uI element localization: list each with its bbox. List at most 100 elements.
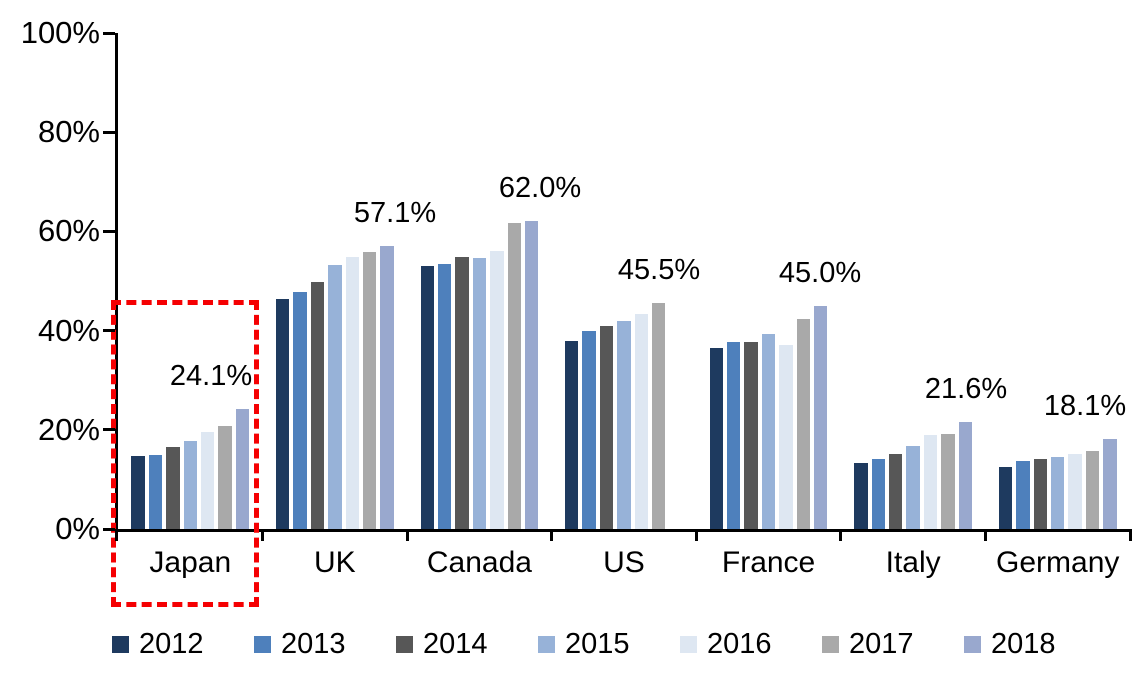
bar-france-2012	[709, 347, 724, 529]
bar-uk-2016	[345, 256, 359, 529]
x-axis-line	[115, 529, 1130, 532]
legend-swatch-2018	[964, 636, 981, 653]
legend-label-2012: 2012	[139, 628, 204, 660]
bar-france-2014	[744, 342, 758, 529]
x-tick-0	[115, 529, 118, 541]
category-label-japan: Japan	[149, 546, 232, 579]
bar-uk-2012	[275, 299, 290, 529]
bar-japan-2015	[183, 440, 197, 529]
y-tick-label-80: 80%	[37, 114, 100, 150]
x-tick-3	[550, 529, 554, 541]
bar-japan-2012	[131, 455, 145, 529]
bar-group-japan	[118, 33, 263, 529]
bar-france-2015	[761, 334, 776, 529]
legend-label-2014: 2014	[423, 628, 488, 660]
bar-france-2013	[727, 341, 741, 529]
bar-uk-2015	[328, 264, 342, 529]
bar-canada-2013	[437, 264, 452, 529]
legend-label-2018: 2018	[991, 628, 1056, 660]
bar-italy-2014	[889, 453, 903, 529]
x-tick-4	[694, 529, 698, 541]
bar-germany-2012	[998, 467, 1013, 529]
bar-germany-2016	[1068, 453, 1082, 529]
bar-us-2014	[599, 326, 614, 529]
bar-france-2016	[779, 344, 793, 529]
bar-canada-2016	[490, 251, 504, 529]
bar-canada-2018	[524, 221, 539, 529]
category-label-germany: Germany	[996, 546, 1120, 579]
y-tick-60	[103, 229, 115, 233]
bar-france-2017	[796, 319, 811, 529]
legend-entry-2016: 2016	[680, 628, 822, 661]
category-label-canada: Canada	[426, 546, 532, 579]
legend-swatch-2017	[822, 636, 839, 653]
category-label-us: US	[603, 546, 645, 579]
x-tick-7	[1128, 529, 1132, 541]
bar-canada-2012	[420, 266, 434, 529]
legend-entry-2014: 2014	[396, 628, 538, 661]
bar-germany-2018	[1103, 439, 1117, 529]
bar-canada-2015	[472, 258, 487, 529]
y-tick-0	[103, 527, 115, 531]
bar-group-uk	[263, 33, 408, 529]
x-tick-2	[405, 529, 409, 541]
bar-canada-2014	[455, 256, 469, 529]
legend-entry-2015: 2015	[538, 628, 680, 661]
bar-uk-2013	[293, 291, 307, 529]
category-label-uk: UK	[314, 546, 356, 579]
bar-group-germany	[985, 33, 1130, 529]
legend-swatch-2013	[254, 636, 271, 653]
legend-entry-2018: 2018	[964, 628, 1106, 661]
value-label-italy: 21.6%	[924, 372, 1008, 405]
legend-swatch-2015	[538, 636, 555, 653]
y-tick-label-20: 20%	[37, 411, 100, 447]
value-label-canada: 62.0%	[498, 172, 582, 205]
bar-italy-2016	[923, 435, 938, 529]
bar-germany-2013	[1016, 460, 1030, 529]
legend-label-2013: 2013	[281, 628, 346, 660]
value-label-japan: 24.1%	[169, 360, 253, 393]
bar-us-2016	[634, 313, 649, 529]
y-tick-label-100: 100%	[20, 15, 100, 50]
x-tick-6	[983, 529, 987, 541]
bar-canada-2017	[507, 223, 521, 529]
bar-italy-2013	[871, 459, 886, 529]
bar-group-france	[696, 33, 841, 529]
bar-us-2017	[652, 303, 666, 529]
legend-entry-2017: 2017	[822, 628, 964, 661]
bar-uk-2014	[310, 281, 325, 529]
legend-swatch-2014	[396, 636, 413, 653]
bar-group-italy	[841, 33, 986, 529]
legend-swatch-2016	[680, 636, 697, 653]
bar-us-2013	[582, 331, 596, 529]
highlight-box-japan	[111, 300, 259, 607]
legend: 2012 2013 2014 2015 2016 2017 2018	[112, 628, 1106, 661]
value-label-uk: 57.1%	[353, 196, 437, 229]
bar-group-us	[552, 33, 697, 529]
bar-us-2015	[617, 321, 631, 529]
bar-germany-2015	[1051, 456, 1065, 529]
bar-japan-2014	[166, 447, 180, 529]
bar-italy-2017	[941, 434, 955, 529]
x-tick-1	[261, 529, 265, 541]
x-tick-5	[839, 529, 843, 541]
category-label-italy: Italy	[885, 546, 941, 579]
value-label-us: 45.5%	[617, 254, 701, 287]
bar-japan-2016	[200, 431, 215, 529]
bar-japan-2013	[148, 454, 163, 529]
y-tick-label-0: 0%	[55, 511, 100, 546]
bar-france-2018	[814, 305, 828, 529]
legend-entry-2013: 2013	[254, 628, 396, 661]
value-label-germany: 18.1%	[1043, 390, 1127, 423]
bar-group-canada	[407, 33, 552, 529]
y-tick-label-60: 60%	[37, 213, 100, 249]
bar-uk-2018	[380, 245, 394, 529]
bar-us-2012	[565, 340, 579, 529]
legend-label-2015: 2015	[565, 628, 630, 660]
y-axis-line	[115, 33, 118, 532]
y-tick-label-40: 40%	[37, 312, 100, 348]
plot-area: 0% 20% 40% 60% 80% 100% Japan UK Canada US France I…	[21, 16, 1132, 607]
y-tick-100	[103, 31, 115, 35]
bar-italy-2012	[854, 463, 868, 529]
